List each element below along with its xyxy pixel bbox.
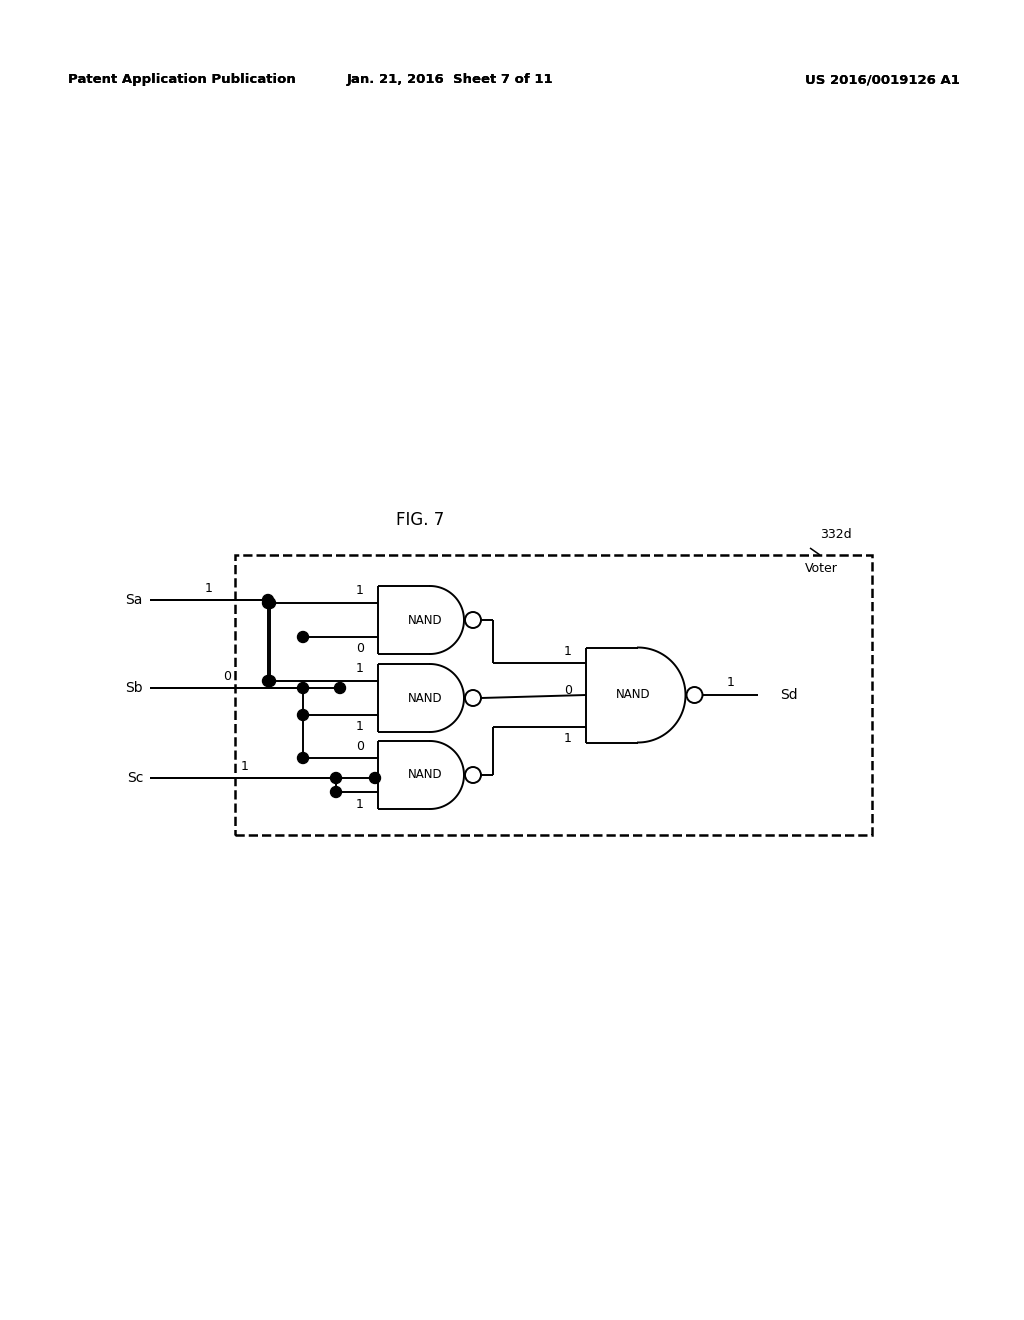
Text: FIG. 7: FIG. 7 [396,511,444,529]
Text: 1: 1 [564,645,571,657]
Text: 1: 1 [205,582,213,594]
Circle shape [262,676,273,686]
Circle shape [298,710,308,721]
Circle shape [298,631,308,643]
Text: 0: 0 [355,739,364,752]
Text: Patent Application Publication: Patent Application Publication [68,74,296,87]
Text: 1: 1 [355,797,364,810]
Circle shape [264,598,275,609]
Text: NAND: NAND [408,692,442,705]
Text: Voter: Voter [805,561,838,574]
Text: NAND: NAND [615,689,650,701]
Text: Jan. 21, 2016  Sheet 7 of 11: Jan. 21, 2016 Sheet 7 of 11 [347,74,553,87]
Circle shape [264,676,275,686]
Circle shape [298,682,308,693]
Text: NAND: NAND [408,614,442,627]
Text: 332d: 332d [820,528,852,541]
Circle shape [370,772,381,784]
Circle shape [331,787,341,797]
Text: Sd: Sd [780,688,798,702]
Text: 0: 0 [223,669,231,682]
Text: 0: 0 [355,643,364,656]
Text: 0: 0 [564,684,571,697]
Text: Patent Application Publication: Patent Application Publication [68,74,296,87]
Text: Jan. 21, 2016  Sheet 7 of 11: Jan. 21, 2016 Sheet 7 of 11 [347,74,553,87]
Text: Sc: Sc [127,771,143,785]
Circle shape [298,752,308,763]
Text: 1: 1 [564,733,571,746]
Text: 1: 1 [355,663,364,676]
Text: 1: 1 [727,676,734,689]
Circle shape [262,598,273,609]
Text: Sa: Sa [126,593,143,607]
Circle shape [335,682,345,693]
Text: Sb: Sb [125,681,143,696]
Text: 1: 1 [241,759,249,772]
Text: US 2016/0019126 A1: US 2016/0019126 A1 [805,74,961,87]
Text: NAND: NAND [408,768,442,781]
Circle shape [331,772,341,784]
Circle shape [262,594,273,606]
Text: 1: 1 [355,585,364,598]
Text: 1: 1 [355,721,364,734]
Text: US 2016/0019126 A1: US 2016/0019126 A1 [805,74,961,87]
